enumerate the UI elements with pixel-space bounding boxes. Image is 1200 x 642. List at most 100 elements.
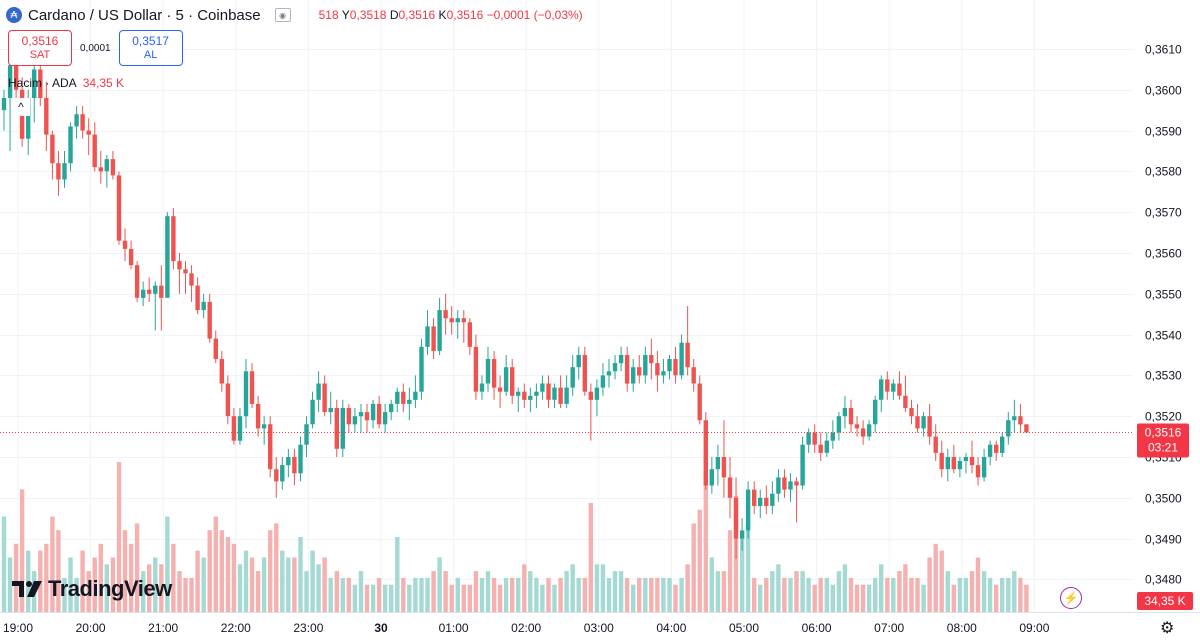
candle-body — [425, 326, 430, 347]
candle — [534, 383, 539, 408]
candle — [370, 399, 376, 429]
candle — [334, 399, 339, 457]
volume-bar — [56, 530, 61, 612]
candle-body — [298, 444, 303, 474]
x-tick-label: 08:00 — [947, 621, 977, 635]
volume-bar — [637, 577, 642, 612]
volume-bar — [1018, 577, 1023, 612]
volume-bar — [631, 584, 636, 612]
volume-bar — [879, 564, 884, 612]
sell-button[interactable]: 0,3516 SAT — [8, 30, 72, 66]
candle-body — [153, 285, 158, 294]
candle — [407, 387, 412, 421]
candle — [141, 281, 146, 306]
candle-body — [606, 371, 612, 376]
candle-body — [715, 457, 721, 470]
candle — [963, 452, 969, 474]
settings-gear-icon[interactable]: ⚙ — [1160, 620, 1175, 637]
price-axis: 0,34800,34900,35000,35100,35200,35300,35… — [1145, 43, 1182, 587]
tradingview-logo-icon — [12, 581, 42, 597]
buy-button[interactable]: 0,3517 AL — [118, 30, 183, 66]
candle-body — [721, 457, 727, 478]
volume-bar — [86, 571, 91, 612]
candle-body — [594, 387, 600, 400]
sell-label: SAT — [29, 49, 51, 61]
candle — [715, 444, 721, 486]
candle — [159, 265, 164, 331]
brand-name: TradingView — [48, 576, 172, 601]
candle-body — [733, 497, 739, 539]
volume-bar — [316, 564, 321, 612]
candle-body — [903, 395, 908, 408]
visibility-icon[interactable]: ◉ — [274, 8, 291, 22]
candle-body — [576, 355, 581, 368]
candle-body — [395, 391, 400, 404]
candle — [830, 420, 835, 449]
candle — [425, 310, 430, 355]
volume-bar — [558, 577, 563, 612]
volume-bar — [274, 523, 279, 612]
candle-body — [540, 383, 545, 392]
time-axis: 19:00 20:00 21:00 22:00 23:00 30 01:00 02:00 03:… — [3, 621, 1050, 635]
volume-bar — [413, 577, 418, 612]
volume-bar — [758, 584, 763, 612]
candle-body — [249, 371, 255, 404]
candle — [419, 338, 424, 400]
volume-bar — [68, 557, 73, 612]
candle — [764, 485, 769, 515]
volume-bar — [364, 584, 370, 612]
candle — [981, 448, 987, 482]
x-tick-label: 30 — [374, 621, 388, 635]
candle — [201, 293, 206, 319]
sell-price: 0,3516 — [21, 34, 59, 48]
volume-bar — [540, 584, 545, 612]
volume-bar — [806, 577, 811, 612]
volume-bar — [510, 577, 515, 612]
candle — [612, 355, 618, 380]
volume-axis-value: 34,35 K — [1144, 594, 1185, 608]
candle — [951, 444, 956, 474]
volume-bar — [606, 577, 612, 612]
candle — [32, 57, 37, 123]
candle-body — [673, 359, 678, 376]
candle-body — [891, 383, 896, 392]
candle-body — [310, 399, 315, 425]
volume-bar — [485, 571, 491, 612]
volume-bar — [431, 571, 436, 612]
candle-body — [280, 465, 285, 482]
volume-bar — [268, 530, 273, 612]
volume-bar — [370, 584, 376, 612]
candle — [116, 171, 122, 245]
volume-bar — [624, 577, 630, 612]
candle-body — [994, 444, 999, 453]
candle — [794, 477, 799, 523]
candle — [225, 375, 231, 425]
candle — [44, 81, 49, 151]
candle-body — [38, 69, 43, 98]
candle-body — [951, 457, 956, 470]
collapse-chevron-icon[interactable]: ^ — [12, 98, 30, 116]
symbol-title[interactable]: Cardano / US Dollar · 5 · Coinbase — [28, 6, 261, 24]
candle-body — [770, 493, 775, 506]
candle-body — [98, 167, 103, 172]
volume-bar — [969, 571, 975, 612]
volume-bar — [473, 571, 479, 612]
candle — [975, 457, 981, 486]
volume-bar — [576, 577, 581, 612]
volume-bar — [346, 577, 351, 612]
candle-body — [1006, 420, 1011, 437]
candle-body — [183, 269, 188, 274]
volume-bar — [752, 577, 757, 612]
flash-icon[interactable]: ⚡ — [1060, 587, 1082, 609]
price-axis-bg — [1133, 0, 1200, 612]
ohlc-close-label: K — [438, 8, 447, 22]
candle-body — [177, 261, 182, 270]
candle-body — [624, 355, 630, 384]
candle — [552, 383, 557, 408]
ohlc-close: 0,3516 — [446, 8, 484, 22]
volume-bar — [667, 577, 672, 612]
candle — [588, 383, 593, 441]
volume-bar — [903, 564, 908, 612]
y-tick-label: 0,3520 — [1145, 410, 1182, 424]
